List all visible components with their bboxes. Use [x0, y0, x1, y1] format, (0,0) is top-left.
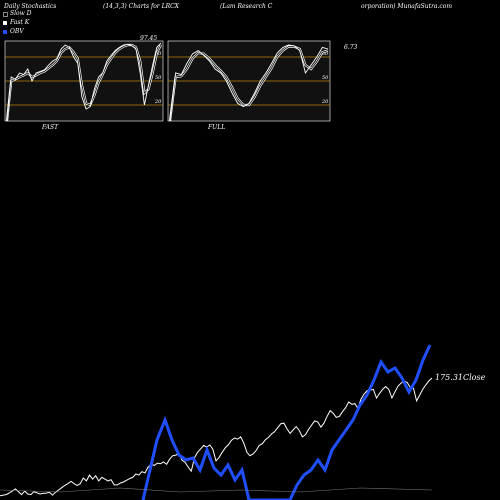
legend-label-fast-k: Fast K	[10, 19, 30, 26]
legend-swatch-slow-d	[3, 12, 8, 17]
full-level-label-20: 20	[321, 99, 329, 105]
close-line	[0, 377, 433, 497]
full-fast-k-line	[169, 44, 329, 122]
title-part-4: orporation) MunafaSutra.com	[361, 3, 453, 10]
title-part-1: Daily Stochastics	[4, 3, 57, 10]
close-suffix: Close	[463, 373, 486, 382]
legend-label-obv: OBV	[10, 28, 24, 35]
fast-value-label: 97.45	[140, 35, 158, 42]
full-value-label: 6.73	[344, 44, 358, 51]
fast-panel-title: FAST	[42, 124, 59, 131]
fast-level-label-50: 50	[155, 75, 162, 81]
fast-level-label-20: 20	[154, 99, 162, 105]
obv-line	[141, 344, 432, 500]
full-level-label-50: 50	[322, 75, 329, 81]
close-value: 175.31	[435, 373, 463, 382]
fast-level-label-80: 80	[155, 51, 162, 57]
legend-swatch-obv	[3, 30, 7, 34]
fast-fast-k-line	[6, 42, 162, 122]
full-panel-title: FULL	[208, 124, 226, 131]
full-slow-d-core	[169, 46, 329, 122]
fast-slow-d-core	[6, 44, 162, 122]
obv-baseline	[0, 487, 433, 493]
close-value-label: 175.31Close	[435, 373, 485, 382]
legend-label-slow-d: Slow D	[10, 10, 32, 17]
title-part-3: (Lam Research C	[220, 3, 273, 10]
legend-swatch-fast-k	[3, 21, 7, 25]
title-part-2: (14,3,3) Charts for LRCX	[103, 3, 179, 10]
full-level-label-80: 80	[322, 51, 329, 57]
